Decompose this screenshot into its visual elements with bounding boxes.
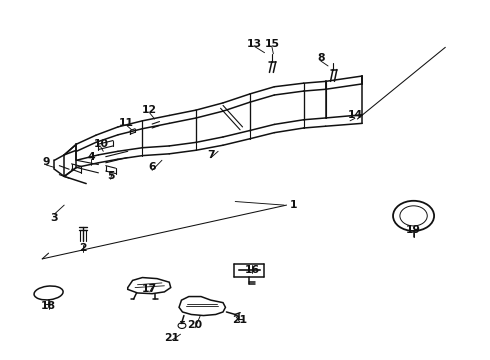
Text: 3: 3 bbox=[50, 213, 58, 222]
Text: 21: 21 bbox=[233, 315, 247, 325]
Text: 8: 8 bbox=[317, 53, 324, 63]
Text: 10: 10 bbox=[94, 139, 108, 149]
Text: 1: 1 bbox=[290, 200, 297, 210]
Text: 7: 7 bbox=[207, 150, 215, 160]
Text: 20: 20 bbox=[188, 320, 203, 330]
Text: 5: 5 bbox=[107, 171, 114, 181]
Text: 13: 13 bbox=[247, 39, 262, 49]
Polygon shape bbox=[179, 297, 225, 316]
Text: 21: 21 bbox=[164, 333, 179, 343]
Text: 2: 2 bbox=[79, 243, 87, 253]
Ellipse shape bbox=[34, 286, 63, 300]
Text: 17: 17 bbox=[142, 284, 157, 294]
Text: 4: 4 bbox=[87, 152, 95, 162]
Polygon shape bbox=[128, 278, 171, 294]
Text: 16: 16 bbox=[245, 265, 260, 275]
Text: 9: 9 bbox=[43, 157, 50, 167]
Text: 14: 14 bbox=[347, 111, 363, 121]
Text: 11: 11 bbox=[119, 118, 134, 128]
Text: 12: 12 bbox=[142, 105, 157, 115]
Text: 18: 18 bbox=[41, 301, 56, 311]
Text: 6: 6 bbox=[148, 162, 156, 172]
Text: 19: 19 bbox=[406, 225, 421, 235]
Text: 15: 15 bbox=[265, 39, 279, 49]
